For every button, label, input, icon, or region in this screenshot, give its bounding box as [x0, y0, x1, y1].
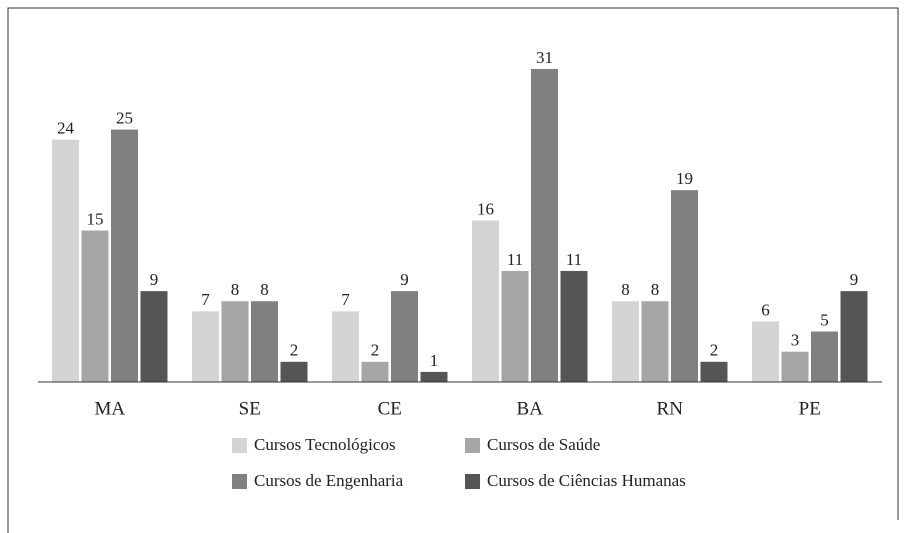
- bar: [420, 371, 448, 382]
- legend-swatch: [465, 474, 480, 489]
- value-label: 2: [710, 341, 719, 360]
- x-tick-label: CE: [378, 398, 402, 419]
- x-tick-label: PE: [799, 398, 821, 419]
- legend-swatch: [465, 438, 480, 453]
- legend-label: Cursos de Ciências Humanas: [487, 471, 686, 490]
- bar: [840, 291, 868, 382]
- bar: [221, 301, 249, 382]
- bar: [531, 69, 558, 382]
- value-label: 8: [621, 280, 630, 299]
- value-label: 31: [536, 48, 553, 67]
- value-label: 1: [430, 351, 439, 370]
- value-label: 8: [231, 280, 240, 299]
- bar: [752, 321, 779, 382]
- bar: [612, 301, 639, 382]
- bar: [280, 361, 308, 382]
- value-label: 25: [116, 108, 133, 127]
- value-label: 19: [676, 169, 693, 188]
- x-tick-label: BA: [517, 398, 544, 419]
- value-label: 9: [850, 270, 859, 289]
- value-label: 9: [400, 270, 409, 289]
- legend-swatch: [232, 438, 247, 453]
- value-label: 11: [566, 250, 582, 269]
- bar: [111, 129, 138, 382]
- x-tick-label: SE: [239, 398, 261, 419]
- value-label: 3: [791, 331, 800, 350]
- legend-swatch: [232, 474, 247, 489]
- value-label: 6: [761, 300, 770, 319]
- legend-label: Cursos Tecnológicos: [254, 435, 396, 454]
- value-label: 7: [341, 290, 350, 309]
- value-label: 24: [57, 119, 75, 138]
- value-label: 5: [820, 310, 829, 329]
- bar: [700, 361, 728, 382]
- value-label: 2: [290, 341, 299, 360]
- value-label: 7: [201, 290, 210, 309]
- bar: [781, 351, 809, 382]
- bar: [641, 301, 669, 382]
- legend-label: Cursos de Engenharia: [254, 471, 404, 490]
- bar: [81, 230, 109, 382]
- bar: [361, 361, 389, 382]
- x-tick-label: RN: [657, 398, 684, 419]
- legend-label: Cursos de Saúde: [487, 435, 600, 454]
- bar: [501, 270, 529, 382]
- bar: [671, 190, 698, 382]
- bar: [472, 220, 499, 382]
- bar: [192, 311, 219, 382]
- bar: [251, 301, 278, 382]
- value-label: 8: [651, 280, 660, 299]
- bar: [332, 311, 359, 382]
- value-label: 8: [260, 280, 269, 299]
- value-label: 11: [507, 250, 523, 269]
- bar: [391, 291, 418, 382]
- value-label: 9: [150, 270, 159, 289]
- value-label: 2: [371, 341, 380, 360]
- bar: [560, 270, 588, 382]
- value-label: 15: [87, 209, 104, 228]
- frame: [7, 7, 899, 533]
- bar: [140, 291, 168, 382]
- bar: [52, 139, 79, 382]
- bar: [811, 331, 838, 382]
- value-label: 16: [477, 199, 494, 218]
- x-tick-label: MA: [94, 398, 125, 419]
